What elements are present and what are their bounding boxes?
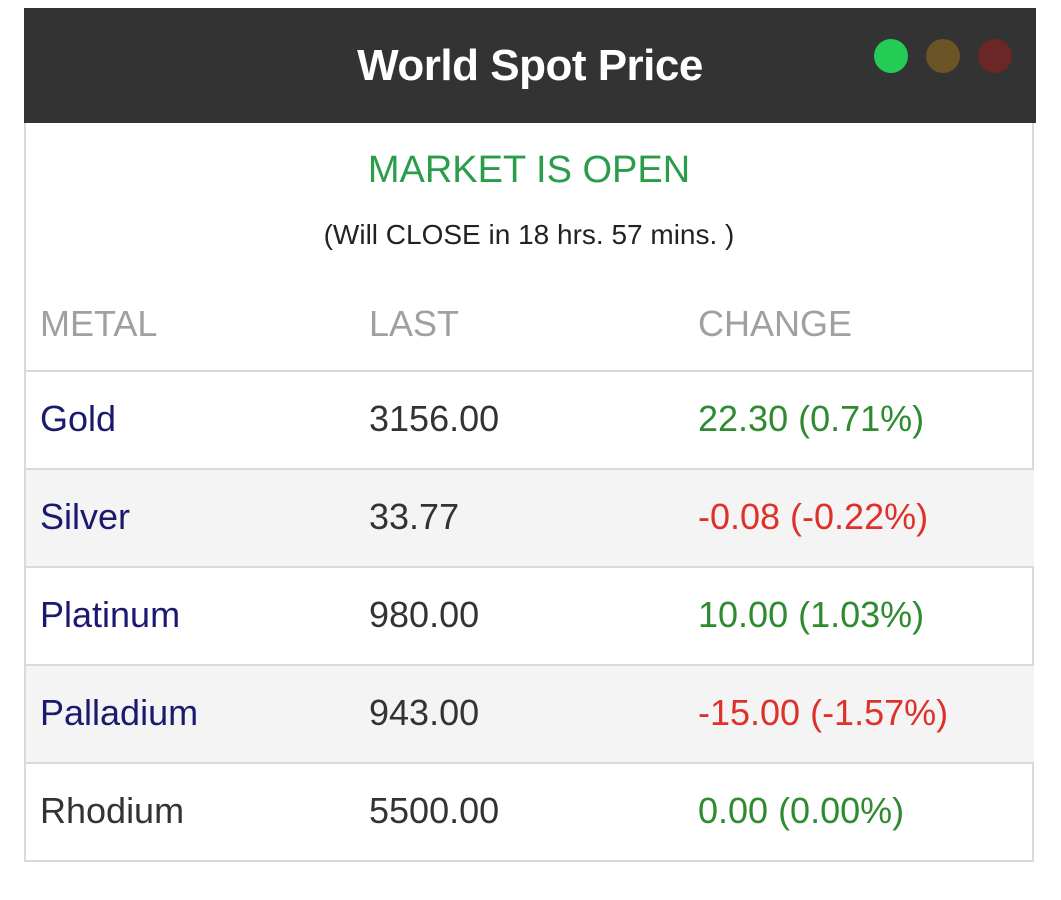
last-price: 980.00 <box>369 594 480 635</box>
last-price: 5500.00 <box>369 790 500 831</box>
metal-name[interactable]: Palladium <box>40 692 199 733</box>
price-change: -0.08 (-0.22%) <box>698 496 929 537</box>
last-price: 33.77 <box>369 496 460 537</box>
table-row[interactable]: Platinum 980.00 10.00 (1.03%) <box>26 568 1034 666</box>
table-header: METAL LAST CHANGE <box>26 280 1034 372</box>
spot-price-widget: World Spot Price MARKET IS OPEN (Will CL… <box>24 8 1036 862</box>
table-row[interactable]: Palladium 943.00 -15.00 (-1.57%) <box>26 666 1034 764</box>
widget-title: World Spot Price <box>357 41 703 90</box>
price-change: -15.00 (-1.57%) <box>698 692 949 733</box>
table-body: Gold 3156.00 22.30 (0.71%) Silver 33.77 … <box>26 372 1034 860</box>
last-price: 3156.00 <box>369 398 500 439</box>
yellow-light-icon <box>926 39 960 73</box>
last-price: 943.00 <box>369 692 480 733</box>
market-status: MARKET IS OPEN <box>367 149 691 191</box>
price-change: 0.00 (0.00%) <box>698 790 905 831</box>
column-header-last: LAST <box>369 303 460 344</box>
price-change: 22.30 (0.71%) <box>698 398 925 439</box>
column-header-metal: METAL <box>40 303 158 344</box>
red-light-icon <box>978 39 1012 73</box>
table-row[interactable]: Rhodium 5500.00 0.00 (0.00%) <box>26 764 1034 860</box>
price-table: METAL LAST CHANGE Gold 3156.00 22.30 (0.… <box>26 280 1034 860</box>
metal-name: Rhodium <box>40 790 185 831</box>
status-lights <box>874 39 1012 73</box>
metal-name[interactable]: Platinum <box>40 594 181 635</box>
price-change: 10.00 (1.03%) <box>698 594 925 635</box>
column-header-change: CHANGE <box>698 303 853 344</box>
green-light-icon <box>874 39 908 73</box>
table-row[interactable]: Gold 3156.00 22.30 (0.71%) <box>26 372 1034 470</box>
metal-name[interactable]: Gold <box>40 398 117 439</box>
table-row[interactable]: Silver 33.77 -0.08 (-0.22%) <box>26 470 1034 568</box>
metal-name[interactable]: Silver <box>40 496 131 537</box>
market-close-note: (Will CLOSE in 18 hrs. 57 mins. ) <box>323 219 735 250</box>
widget-header: World Spot Price <box>24 8 1036 123</box>
